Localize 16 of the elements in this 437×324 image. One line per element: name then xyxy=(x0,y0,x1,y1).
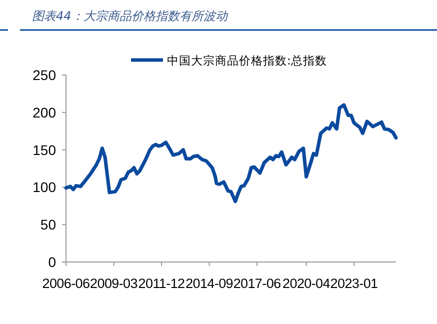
y-tick-label: 150 xyxy=(32,142,56,158)
x-tick-label: 2006-06 xyxy=(42,276,90,291)
legend-label: 中国大宗商品价格指数:总指数 xyxy=(167,54,327,68)
line-series xyxy=(64,103,398,204)
chart-title: 图表44：大宗商品价格指数有所波动 xyxy=(32,9,228,23)
x-tick-label: 2009-03 xyxy=(90,276,138,291)
x-tick-label: 2014-09 xyxy=(186,276,234,291)
y-tick-label: 50 xyxy=(40,216,56,233)
y-tick-label: 0 xyxy=(48,254,56,270)
y-tick-label: 250 xyxy=(32,67,56,83)
x-tick-label: 2023-01 xyxy=(330,276,378,291)
y-tick-label: 100 xyxy=(32,179,56,196)
x-tick-label: 2020-04 xyxy=(282,276,331,291)
x-tick-label: 2011-12 xyxy=(138,276,185,291)
x-tick-label: 2017-06 xyxy=(233,276,281,291)
y-tick-label: 200 xyxy=(32,104,56,120)
